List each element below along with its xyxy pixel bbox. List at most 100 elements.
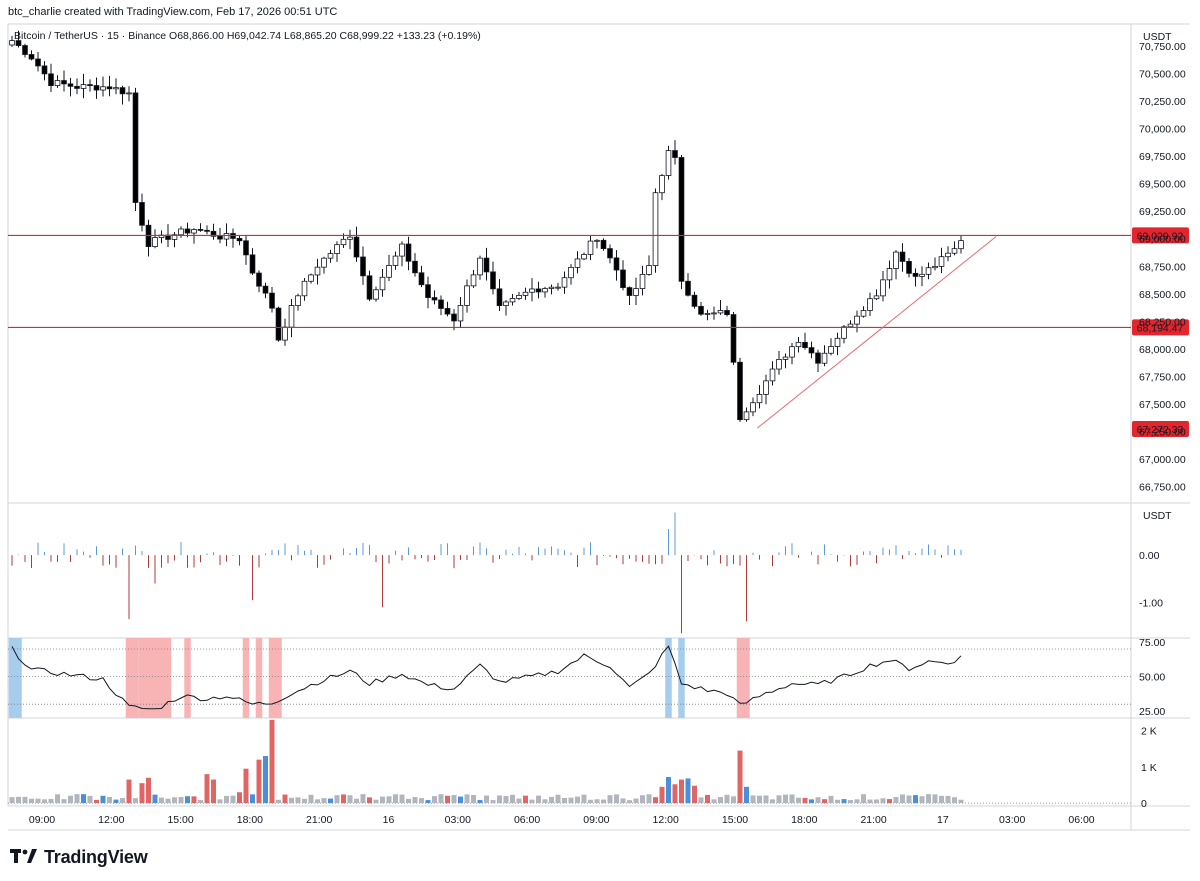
- candle-body: [321, 257, 327, 268]
- price-axis-tick: 69,000.00: [1139, 234, 1186, 246]
- candle-body: [54, 80, 61, 87]
- candle-body: [802, 341, 808, 349]
- volume-bar: [445, 795, 450, 804]
- candle-body: [620, 269, 626, 288]
- candle-body: [282, 326, 288, 341]
- volume-bar: [906, 795, 912, 804]
- volume-bar: [302, 798, 307, 804]
- candle-body: [373, 289, 379, 300]
- level-price-tag: [1132, 227, 1189, 244]
- candle-body: [652, 192, 659, 266]
- time-axis-tick: 18:00: [237, 814, 263, 826]
- volume-bar: [393, 794, 398, 804]
- volume-bar: [815, 797, 821, 804]
- candle-body: [672, 150, 678, 158]
- volume-bar: [958, 799, 964, 804]
- price-axis-tick: 68,500.00: [1139, 289, 1186, 301]
- candle-body: [854, 315, 860, 325]
- volume-bar: [289, 797, 294, 804]
- candle-body: [360, 256, 366, 277]
- candle-body: [464, 285, 470, 306]
- volume-bar: [198, 800, 203, 804]
- rsi-axis-tick: 50.00: [1139, 672, 1165, 684]
- candle-body: [288, 305, 295, 328]
- volume-bar: [926, 794, 931, 804]
- volume-bar: [796, 797, 801, 804]
- volume-bar: [243, 768, 249, 804]
- volume-bar: [308, 794, 314, 804]
- volume-bar: [945, 795, 951, 804]
- volume-bar: [835, 799, 840, 804]
- symbol-ohlc-line: Bitcoin / TetherUS · 15 · Binance O68,86…: [14, 30, 481, 42]
- volume-bar: [282, 794, 288, 804]
- volume-bar: [48, 798, 54, 804]
- volume-bar: [165, 798, 171, 804]
- osc-axis-tick: 0.00: [1139, 550, 1160, 562]
- volume-bar: [705, 794, 710, 804]
- volume-bar: [783, 794, 788, 804]
- candle-body: [594, 239, 600, 242]
- pane-frames: [7, 23, 1190, 831]
- candle-body: [28, 54, 35, 60]
- rsi-highlight-band: [8, 638, 22, 718]
- volume-bar: [152, 794, 158, 804]
- candle-body: [587, 240, 594, 255]
- volume-bar: [217, 799, 223, 804]
- volume-bar: [328, 798, 333, 804]
- price-pane[interactable]: [8, 30, 1131, 429]
- volume-bar: [939, 795, 944, 804]
- candle-body: [535, 288, 542, 293]
- rsi-pane[interactable]: [8, 638, 1131, 718]
- volume-bar: [191, 796, 197, 804]
- volume-bar: [854, 799, 860, 804]
- candle-body: [951, 248, 958, 254]
- candle-body: [223, 233, 230, 240]
- volume-bar: [126, 779, 132, 804]
- candle-body: [665, 150, 672, 176]
- volume-pane[interactable]: [8, 719, 1131, 804]
- candle-body: [470, 274, 477, 287]
- price-axis-tick: 70,250.00: [1139, 96, 1186, 108]
- candle-body: [893, 251, 899, 269]
- volume-bar: [867, 799, 873, 804]
- volume-bar: [789, 794, 795, 804]
- volume-bar: [497, 795, 502, 804]
- candle-body: [308, 274, 314, 282]
- volume-bar: [861, 794, 866, 804]
- volume-bar: [575, 796, 580, 804]
- time-axis-tick: 18:00: [791, 814, 817, 826]
- time-axis-tick: 06:00: [1068, 814, 1094, 826]
- price-axis-tick: 70,750.00: [1139, 41, 1186, 53]
- volume-bar: [549, 796, 554, 804]
- candle-body: [925, 267, 932, 275]
- price-axis-unit: USDT: [1143, 31, 1172, 43]
- volume-bar: [607, 795, 613, 804]
- candle-body: [152, 237, 158, 247]
- price-axis-tick: 67,250.00: [1139, 426, 1186, 438]
- volume-bar: [295, 797, 301, 804]
- volume-bar: [458, 796, 463, 804]
- volume-bar: [399, 794, 405, 804]
- candle-body: [295, 295, 301, 306]
- candle-body: [639, 273, 646, 290]
- candle-body: [613, 257, 620, 271]
- oscillator-pane[interactable]: [11, 512, 962, 634]
- volume-bar: [718, 797, 723, 804]
- volume-bar: [432, 796, 437, 804]
- rsi-highlight-band: [184, 638, 191, 718]
- volume-bar: [315, 799, 320, 804]
- footer-logo[interactable]: TradingView: [10, 845, 148, 869]
- time-axis-tick: 16: [383, 814, 395, 826]
- volume-bar: [146, 777, 151, 804]
- volume-bar: [224, 795, 229, 804]
- candle-body: [769, 368, 776, 382]
- candle-body: [847, 323, 854, 328]
- candle-body: [262, 285, 269, 294]
- candle-body: [106, 86, 113, 90]
- candle-body: [61, 80, 67, 85]
- volume-bar: [757, 795, 762, 804]
- volume-bar: [633, 798, 639, 804]
- volume-bar: [74, 794, 80, 804]
- candle-body: [210, 230, 217, 237]
